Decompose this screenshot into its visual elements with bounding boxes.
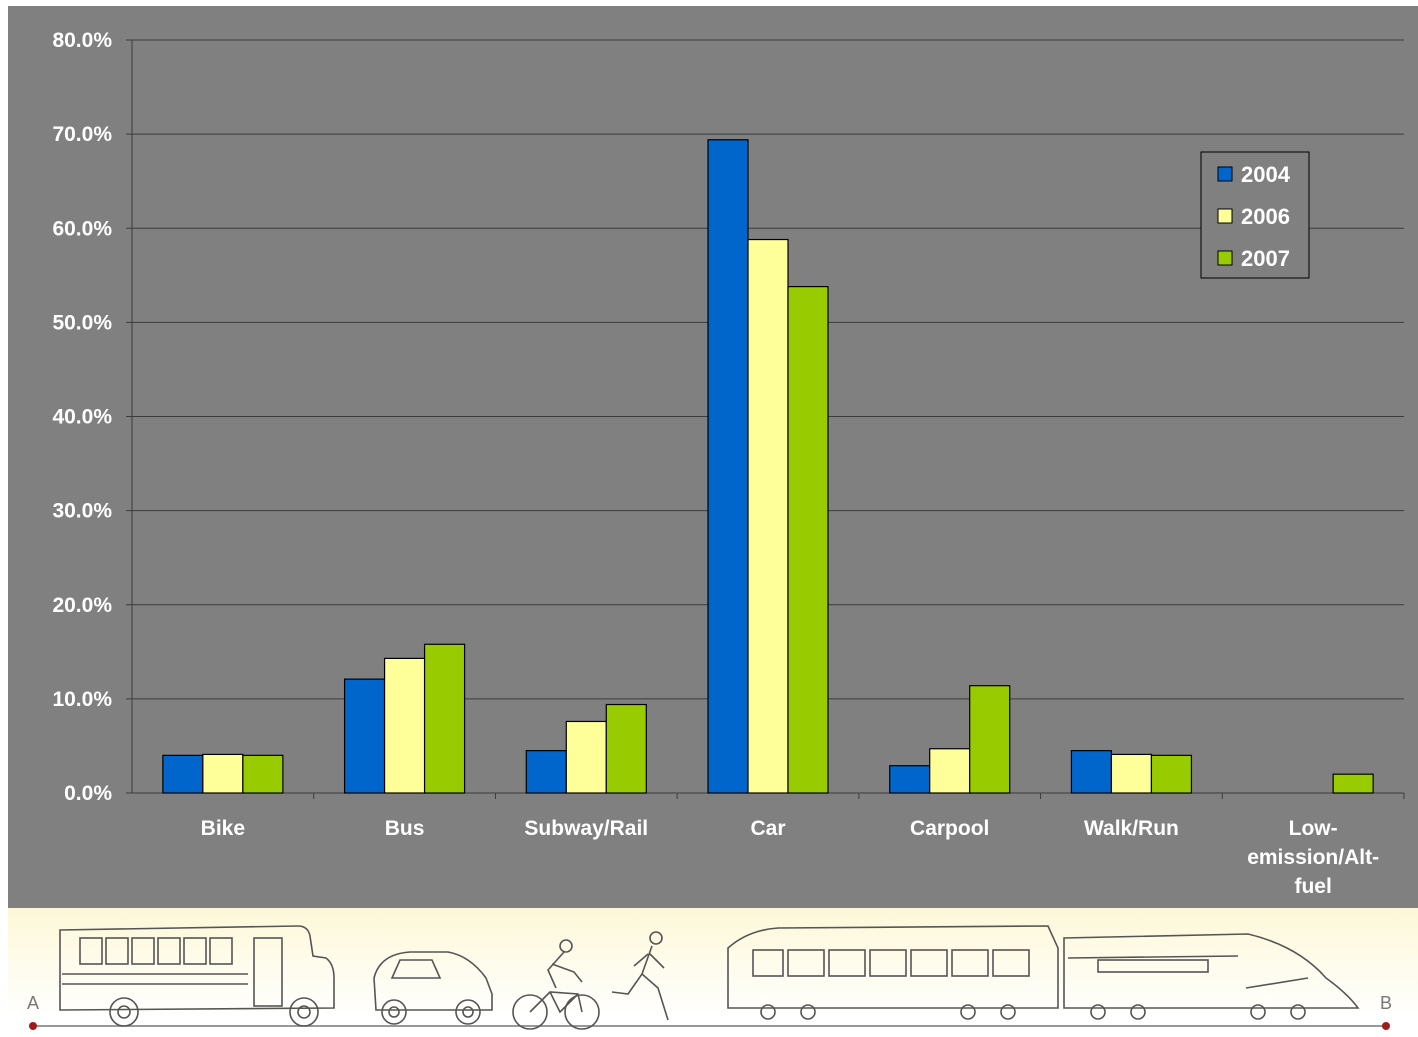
y-tick-label: 30.0% (52, 500, 112, 523)
y-tick-label: 20.0% (52, 594, 112, 617)
x-category-label-line: Subway/Rail (524, 817, 648, 840)
bar-2007-carpool (969, 685, 1011, 794)
bar-2007-car (787, 286, 829, 794)
bar-2006-subway-rail (565, 720, 607, 794)
bar-2004-subway-rail (525, 750, 567, 794)
x-category-label-line: Bike (201, 817, 245, 840)
y-tick-label: 70.0% (52, 123, 112, 146)
legend-swatch-2007 (1217, 250, 1233, 266)
legend-label-2007: 2007 (1241, 246, 1290, 271)
bar-2007-bike (242, 754, 284, 794)
axis-labels: 0.0% 10.0% 20.0% 30.0% 40.0% 50.0% 60.0% 70.0% 8… (52, 29, 1379, 898)
bar-2007-subway-rail (605, 703, 647, 794)
x-category-label-line: Walk/Run (1084, 817, 1179, 840)
y-tick-label: 10.0% (52, 688, 112, 711)
legend-label-2006: 2006 (1241, 204, 1290, 229)
cyclist-icon (512, 939, 600, 1030)
bar-2006-carpool (929, 748, 971, 794)
route-start-label: A (27, 993, 39, 1013)
bar-2004-bike (162, 754, 204, 794)
x-category-label-line: fuel (1294, 875, 1331, 898)
transport-illustration-banner: A B (8, 908, 1418, 1037)
route-start-dot (29, 1022, 37, 1030)
bar-2004-carpool (889, 765, 931, 794)
bar-2007-low-emission-alt-fuel (1332, 773, 1374, 794)
x-category-label-line: Low- (1289, 817, 1338, 840)
x-category-label: Bike (201, 817, 245, 840)
legend-label-2004: 2004 (1241, 162, 1291, 187)
y-tick-label: 40.0% (52, 406, 112, 429)
x-category-label: Walk/Run (1084, 817, 1179, 840)
bar-2006-bike (202, 753, 244, 794)
school-bus-icon (59, 925, 335, 1027)
bar-2006-walk-run (1110, 753, 1153, 794)
legend: 2004 2006 2007 (1200, 151, 1310, 279)
x-category-label-line: emission/Alt- (1247, 846, 1379, 869)
runner-icon (611, 931, 669, 1021)
bar-2006-bus (383, 657, 426, 794)
y-tick-label: 80.0% (52, 29, 112, 52)
x-category-label: Car (750, 817, 785, 840)
x-category-label: Subway/Rail (524, 817, 648, 840)
bar-2004-bus (343, 678, 386, 794)
y-tick-label: 0.0% (64, 782, 112, 805)
x-category-label-line: Carpool (910, 817, 989, 840)
route-end-dot (1382, 1022, 1390, 1030)
legend-swatch-2004 (1217, 166, 1233, 182)
train-icon (727, 925, 1360, 1020)
route-end-label: B (1380, 993, 1392, 1013)
bars (162, 139, 1374, 794)
y-tick-label: 60.0% (52, 217, 112, 240)
bar-2004-walk-run (1070, 750, 1113, 794)
legend-swatch-2006 (1217, 208, 1233, 224)
x-category-label: Carpool (910, 817, 989, 840)
bar-2007-bus (423, 643, 466, 794)
chart-area: 0.0% 10.0% 20.0% 30.0% 40.0% 50.0% 60.0% 70.0% 8… (8, 6, 1418, 908)
bar-2006-car (747, 238, 789, 794)
x-category-label: Low-emission/Alt-fuel (1247, 817, 1379, 898)
x-category-label-line: Bus (385, 817, 425, 840)
x-category-label: Bus (385, 817, 425, 840)
bar-2007-walk-run (1150, 754, 1193, 794)
smart-car-icon (373, 951, 493, 1025)
bar-2004-car (707, 139, 749, 794)
y-tick-label: 50.0% (52, 311, 112, 334)
x-category-label-line: Car (750, 817, 785, 840)
bar-chart: 0.0% 10.0% 20.0% 30.0% 40.0% 50.0% 60.0% 70.0% 8… (52, 29, 1405, 898)
